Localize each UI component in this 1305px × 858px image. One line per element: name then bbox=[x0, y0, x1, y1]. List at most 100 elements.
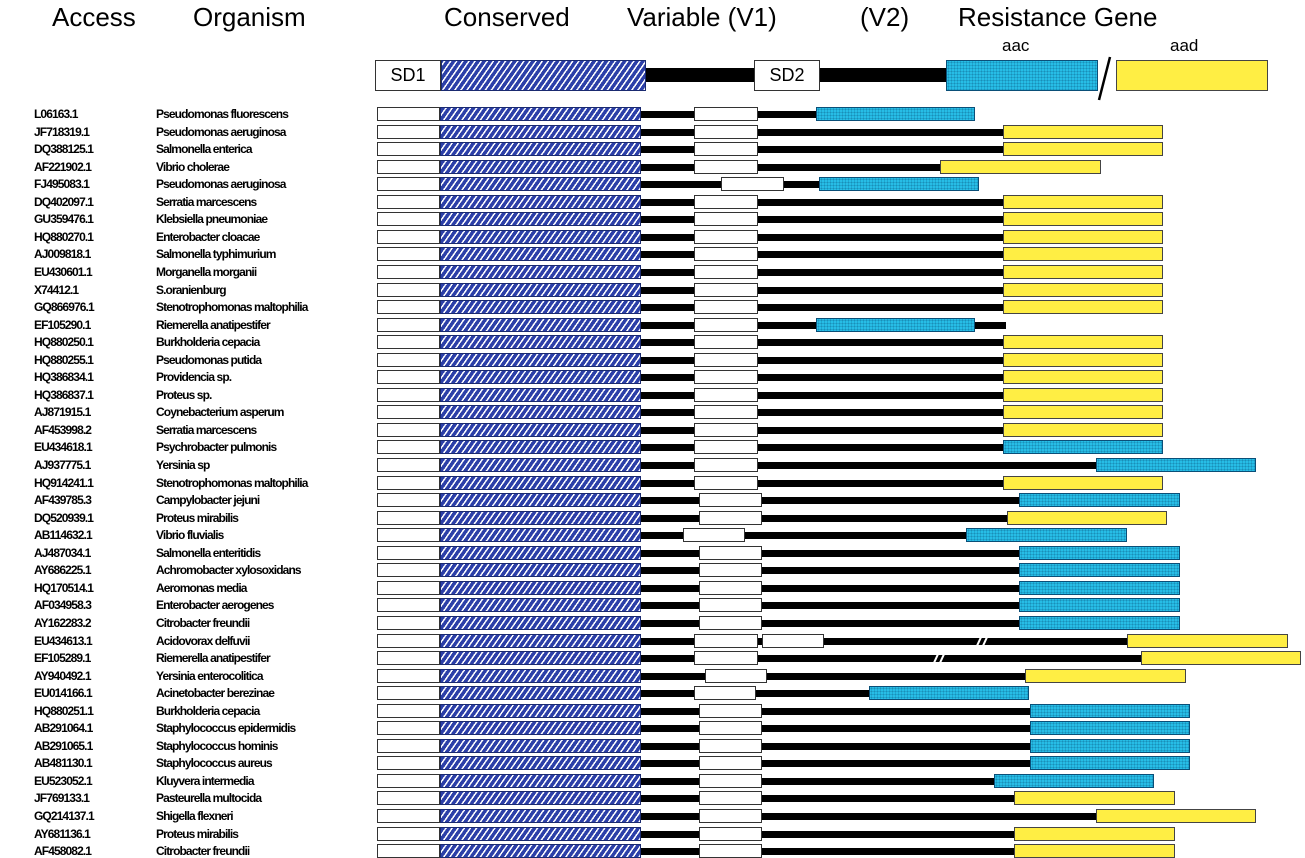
aac-gene-segment bbox=[1030, 756, 1190, 770]
conserved-segment bbox=[440, 370, 641, 384]
v1-segment bbox=[694, 247, 758, 261]
aad-gene-segment bbox=[1003, 230, 1163, 244]
accession-label: HQ880251.1 bbox=[34, 704, 94, 718]
organism-label: Proteus sp. bbox=[156, 388, 212, 402]
accession-label: AY162283.2 bbox=[34, 616, 92, 630]
organism-label: Proteus mirabilis bbox=[156, 511, 239, 525]
spacer-line bbox=[641, 831, 1014, 838]
organism-label: Proteus mirabilis bbox=[156, 827, 239, 841]
sd1-segment bbox=[377, 335, 440, 349]
aad-gene-segment bbox=[1025, 669, 1186, 683]
spacer-line bbox=[641, 743, 1030, 750]
accession-label: GQ866976.1 bbox=[34, 300, 95, 314]
organism-label: Pseudomonas aeruginosa bbox=[156, 177, 286, 191]
accession-label: AB481130.1 bbox=[34, 756, 93, 770]
conserved-segment bbox=[440, 212, 641, 226]
sd1-segment bbox=[377, 809, 440, 823]
aac-gene-segment bbox=[994, 774, 1154, 788]
v1-segment bbox=[694, 440, 758, 454]
accession-label: EU434618.1 bbox=[34, 440, 93, 454]
organism-label: Pseudomonas aeruginosa bbox=[156, 125, 286, 139]
spacer-line bbox=[641, 129, 1003, 136]
accession-label: AJ009818.1 bbox=[34, 247, 91, 261]
accession-label: EF105290.1 bbox=[34, 318, 91, 332]
conserved-segment bbox=[440, 809, 641, 823]
v1-segment bbox=[699, 546, 762, 560]
sd1-segment bbox=[377, 247, 440, 261]
aac-gene-segment bbox=[816, 318, 975, 332]
aad-gene-segment bbox=[1141, 651, 1301, 665]
organism-label: Citrobacter freundii bbox=[156, 844, 250, 858]
v2-header: (V2) bbox=[860, 2, 910, 32]
aac-gene-segment bbox=[1096, 458, 1256, 472]
v1-segment bbox=[694, 423, 758, 437]
sd1-segment bbox=[377, 107, 440, 121]
v1-segment bbox=[694, 405, 758, 419]
accession-label: AF034958.3 bbox=[34, 598, 92, 612]
accession-label: GU359476.1 bbox=[34, 212, 94, 226]
spacer-line bbox=[641, 164, 940, 171]
aac-gene-segment bbox=[816, 107, 975, 121]
conserved-segment bbox=[440, 669, 641, 683]
spacer-line bbox=[641, 532, 966, 539]
v1-segment bbox=[694, 283, 758, 297]
sd1-segment bbox=[377, 739, 440, 753]
conserved-segment bbox=[440, 458, 641, 472]
v1-segment bbox=[699, 581, 762, 595]
accession-label: GQ214137.1 bbox=[34, 809, 95, 823]
organism-label: Citrobacter freundii bbox=[156, 616, 250, 630]
spacer-line bbox=[641, 760, 1030, 767]
accession-label: EF105289.1 bbox=[34, 651, 91, 665]
aac-gene-segment bbox=[1003, 440, 1163, 454]
sd1-segment bbox=[377, 581, 440, 595]
v1-segment bbox=[694, 300, 758, 314]
organism-label: Aeromonas media bbox=[156, 581, 247, 595]
spacer-line bbox=[641, 111, 975, 118]
organism-label: Enterobacter aerogenes bbox=[156, 598, 274, 612]
v1-segment bbox=[694, 212, 758, 226]
accession-label: EU434613.1 bbox=[34, 634, 93, 648]
aad-gene-segment bbox=[1003, 247, 1163, 261]
accession-label: HQ880250.1 bbox=[34, 335, 94, 349]
organism-label: Campylobacter jejuni bbox=[156, 493, 260, 507]
aad-gene-segment bbox=[1003, 195, 1163, 209]
spacer-line bbox=[641, 251, 1003, 258]
conserved-segment bbox=[440, 704, 641, 718]
access-header: Access bbox=[52, 2, 136, 32]
aac-gene-segment bbox=[1019, 546, 1180, 560]
organism-label: Psychrobacter pulmonis bbox=[156, 440, 277, 454]
sd1-segment bbox=[377, 388, 440, 402]
accession-label: DQ520939.1 bbox=[34, 511, 94, 525]
v1-segment bbox=[699, 511, 762, 525]
v1-segment bbox=[694, 353, 758, 367]
accession-label: AB291064.1 bbox=[34, 721, 93, 735]
conserved-segment bbox=[440, 791, 641, 805]
conserved-segment bbox=[440, 528, 641, 542]
organism-label: Coynebacterium asperum bbox=[156, 405, 284, 419]
conserved-segment bbox=[440, 177, 641, 191]
sd1-segment bbox=[377, 634, 440, 648]
accession-label: DQ402097.1 bbox=[34, 195, 94, 209]
aad-gene-segment bbox=[1003, 125, 1163, 139]
accession-label: FJ495083.1 bbox=[34, 177, 90, 191]
sd1-segment bbox=[377, 265, 440, 279]
accession-label: AF439785.3 bbox=[34, 493, 92, 507]
organism-label: Acinetobacter berezinae bbox=[156, 686, 275, 700]
spacer-line bbox=[641, 673, 1025, 680]
accession-label: AB291065.1 bbox=[34, 739, 93, 753]
conserved-segment bbox=[440, 581, 641, 595]
spacer-line bbox=[641, 357, 1003, 364]
v1-segment bbox=[694, 160, 758, 174]
organism-label: Yersinia enterocolitica bbox=[156, 669, 264, 683]
sd1-segment bbox=[377, 458, 440, 472]
sd1-segment bbox=[377, 212, 440, 226]
organism-label: Klebsiella pneumoniae bbox=[156, 212, 268, 226]
sd1-segment bbox=[377, 142, 440, 156]
aac-gene-segment bbox=[966, 528, 1127, 542]
sd1-segment bbox=[377, 230, 440, 244]
aad-gene-segment bbox=[1003, 388, 1163, 402]
organism-label: Enterobacter cloacae bbox=[156, 230, 260, 244]
conserved-segment bbox=[440, 160, 641, 174]
aac-gene-segment bbox=[1019, 563, 1180, 577]
spacer-line-1 bbox=[646, 68, 754, 82]
